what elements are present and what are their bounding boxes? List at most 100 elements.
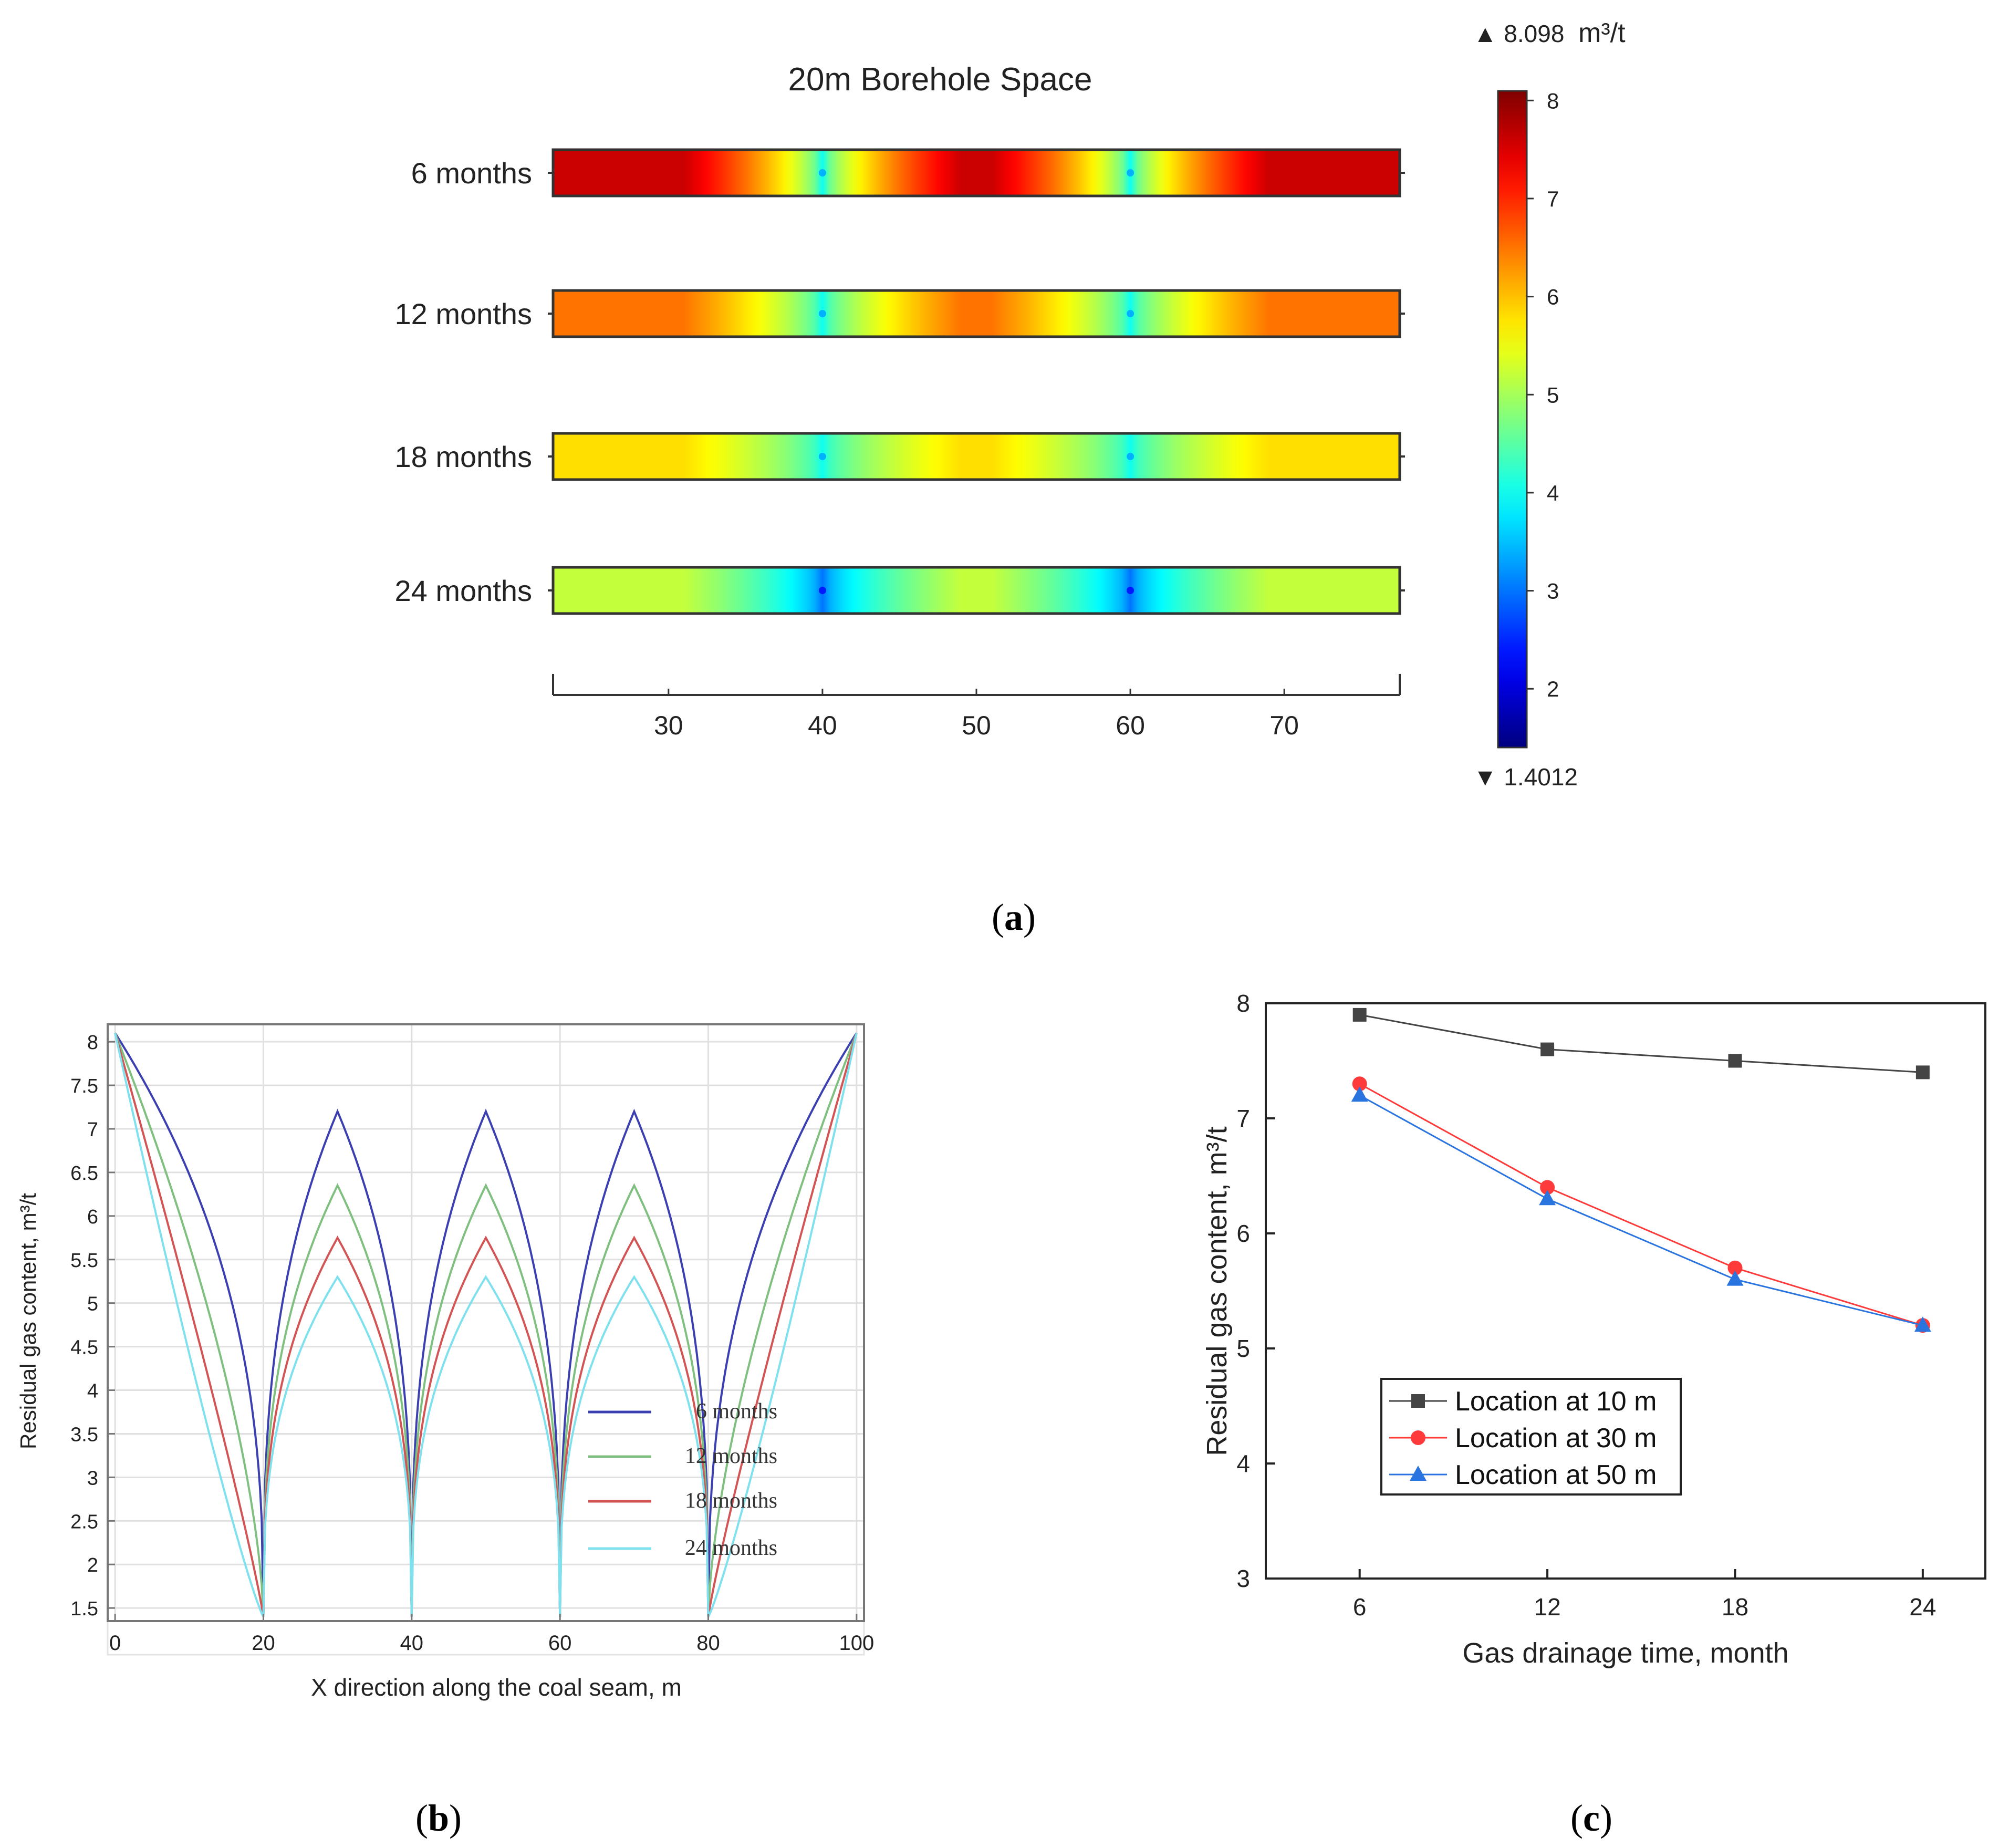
- borehole-marker: [1127, 169, 1134, 177]
- borehole-marker: [1127, 310, 1134, 317]
- panel-b-y-tick-label: 2.5: [70, 1511, 98, 1533]
- row-label: 12 months: [395, 297, 533, 330]
- colorbar-min-label: ▼ 1.4012: [1473, 763, 1578, 791]
- panel-c-data-point: [1914, 1316, 1931, 1332]
- panel-b-y-tick-label: 3.5: [70, 1424, 98, 1446]
- panel-c-x-tick-label: 24: [1909, 1593, 1936, 1621]
- panel-a-caption: (a): [992, 896, 1036, 938]
- panel-c-y-tick-label: 8: [1236, 990, 1250, 1017]
- panel-c-y-tick-label: 7: [1236, 1105, 1250, 1132]
- panel-c-y-tick-label: 3: [1236, 1565, 1250, 1592]
- borehole-marker: [1127, 453, 1134, 460]
- panel-a-title: 20m Borehole Space: [788, 61, 1092, 98]
- borehole-marker: [818, 310, 826, 317]
- colorbar-max-label: ▲ 8.098: [1473, 20, 1564, 47]
- colorbar-tick-label: 7: [1547, 186, 1559, 211]
- panel-c-data-point: [1728, 1054, 1742, 1068]
- panel-b-series-line: [114, 1033, 858, 1617]
- colorbar-tick-label: 8: [1547, 88, 1559, 113]
- panel-b-line-chart: 0 20 40 60 80 100 1.5 2 2.5 3 3.5 4 4.5 5 5.5 6 6.5 7 7.5 8…: [16, 1023, 874, 1839]
- panel-a-x-tick-label: 50: [962, 711, 991, 740]
- heatmap-strip: [551, 289, 1401, 338]
- panel-b-y-tick-label: 2: [87, 1554, 98, 1576]
- panel-b-y-tick-label: 8: [87, 1032, 98, 1054]
- panel-c-legend-label: Location at 50 m: [1455, 1460, 1657, 1490]
- panel-b-legend-label: 24 months: [685, 1536, 777, 1560]
- panel-c-legend-marker: [1411, 1394, 1425, 1408]
- panel-b-x-tick-label: 80: [696, 1632, 720, 1655]
- panel-c-data-point: [1915, 1065, 1930, 1079]
- panel-b-series-line: [114, 1032, 858, 1617]
- panel-a-letter: a: [1004, 896, 1023, 938]
- panel-b-frame: [107, 1023, 865, 1656]
- panel-c-legend-marker: [1411, 1430, 1425, 1445]
- panel-b-x-tick-label: 0: [109, 1632, 121, 1655]
- panel-b-legend-label: 18 months: [685, 1489, 777, 1513]
- borehole-marker: [818, 453, 826, 460]
- panel-b-x-tick-label: 100: [839, 1632, 874, 1655]
- panel-b-y-tick-label: 4: [87, 1380, 98, 1403]
- panel-c-x-tick-label: 12: [1534, 1593, 1561, 1621]
- row-label: 18 months: [395, 440, 533, 473]
- panel-c-legend-marker: [1410, 1466, 1427, 1481]
- panel-c-series-line: [1359, 1014, 1923, 1073]
- colorbar: [1497, 90, 1528, 749]
- panel-c-data-point: [1726, 1270, 1744, 1286]
- panel-b-y-tick-label: 7.5: [70, 1075, 98, 1097]
- panel-b-y-tick-label: 3: [87, 1467, 98, 1489]
- heatmap-strip: [551, 148, 1401, 198]
- panel-a-x-tick-label: 70: [1269, 711, 1299, 740]
- panel-c-plot-border: [1265, 1002, 1986, 1580]
- panel-b-y-tick-label: 6: [87, 1206, 98, 1228]
- panel-c-series-line: [1359, 1094, 1923, 1326]
- row-label: 6 months: [411, 157, 532, 190]
- panel-b-plot-border: [107, 1023, 865, 1622]
- panel-b-x-tick-label: 60: [548, 1632, 572, 1655]
- panel-b-ylabel: Residual gas content, m³/t: [16, 1193, 40, 1449]
- panel-c-data-point: [1540, 1180, 1555, 1195]
- panel-c-line-chart: 6 12 18 24 3 4 5 6 7 8 Location at 10 m Location a…: [1201, 990, 1986, 1839]
- colorbar-tick-label: 5: [1547, 382, 1559, 407]
- borehole-marker: [1127, 587, 1134, 594]
- panel-c-series-line: [1359, 1083, 1923, 1326]
- panel-b-letter: b: [428, 1797, 449, 1839]
- colorbar-tick-label: 3: [1547, 579, 1559, 604]
- heatmap-strip: [551, 566, 1401, 615]
- panel-c-data-point: [1540, 1042, 1555, 1056]
- panel-c-data-point: [1352, 1076, 1367, 1092]
- panel-b-y-tick-label: 7: [87, 1119, 98, 1141]
- panel-c-letter: c: [1583, 1797, 1600, 1839]
- panel-a-x-tick-label: 30: [654, 711, 683, 740]
- panel-c-y-tick-label: 4: [1236, 1450, 1250, 1477]
- panel-c-legend-label: Location at 30 m: [1455, 1423, 1657, 1454]
- colorbar-unit: m³/t: [1578, 18, 1626, 48]
- panel-c-y-tick-label: 5: [1236, 1335, 1250, 1362]
- panel-a-x-tick-label: 40: [808, 711, 837, 740]
- panel-b-caption: (b): [415, 1797, 462, 1839]
- panel-c-data-point: [1352, 1008, 1367, 1022]
- panel-c-x-tick-label: 18: [1722, 1593, 1748, 1621]
- panel-c-data-point: [1539, 1190, 1556, 1206]
- panel-b-y-tick-label: 5.5: [70, 1250, 98, 1272]
- panel-a-x-tick-label: 60: [1116, 711, 1145, 740]
- panel-b-y-tick-label: 5: [87, 1293, 98, 1315]
- colorbar-tick-label: 6: [1547, 285, 1559, 309]
- panel-c-caption: (c): [1570, 1797, 1612, 1839]
- panel-c-x-tick-label: 6: [1353, 1593, 1367, 1621]
- panel-b-legend-label: 6 months: [696, 1399, 777, 1424]
- panel-c-y-tick-label: 6: [1236, 1220, 1250, 1247]
- heatmap-strip: [551, 432, 1401, 481]
- panel-c-data-point: [1727, 1260, 1743, 1275]
- panel-b-series-line: [114, 1032, 858, 1617]
- borehole-marker: [818, 587, 826, 594]
- panel-a-heatmap: 20m Borehole Space 6 months 12 months 18 m…: [395, 18, 1626, 938]
- colorbar-tick-label: 2: [1547, 677, 1559, 701]
- row-label: 24 months: [395, 574, 533, 607]
- panel-b-series-line: [114, 1033, 858, 1617]
- colorbar-tick-label: 4: [1547, 481, 1559, 505]
- panel-b-x-tick-label: 40: [400, 1632, 424, 1655]
- panel-b-x-tick-label: 20: [252, 1632, 275, 1655]
- borehole-marker: [818, 169, 826, 177]
- panel-b-xlabel: X direction along the coal seam, m: [311, 1674, 682, 1701]
